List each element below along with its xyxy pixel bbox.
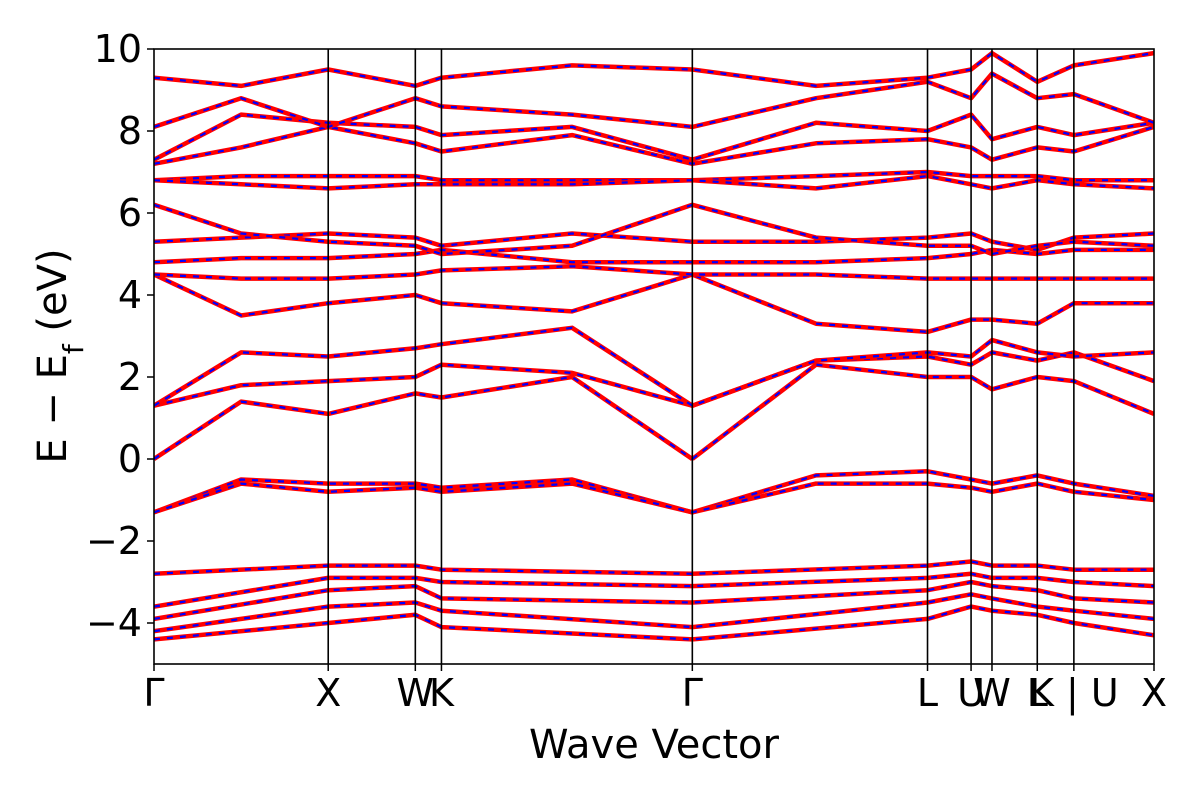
band-dash-2 xyxy=(154,580,1154,620)
band-dash-20 xyxy=(154,72,1154,129)
y-tick-label: 6 xyxy=(118,191,142,235)
band-line-14 xyxy=(154,231,1154,253)
band-dash-6 xyxy=(154,482,1154,514)
y-tick-label: 10 xyxy=(94,27,142,71)
plot-frame xyxy=(153,48,1155,665)
x-tick-label: W xyxy=(973,671,1011,715)
band-lines xyxy=(154,50,1154,642)
x-tick-label: L xyxy=(917,671,938,715)
band-line-7 xyxy=(154,374,694,461)
y-axis-label-unit: (eV) xyxy=(30,248,76,344)
band-dash-13 xyxy=(154,248,1154,264)
x-tick-label: X xyxy=(1141,671,1167,715)
band-line-10 xyxy=(154,325,1154,408)
y-tick-label: 2 xyxy=(118,355,142,399)
x-axis-label: Wave Vector xyxy=(529,722,780,768)
x-tick-label: W xyxy=(397,671,435,715)
band-line-6 xyxy=(154,481,1154,515)
band-line-12 xyxy=(154,264,1154,281)
band-dash-16 xyxy=(154,170,1154,182)
y-tick-label: 0 xyxy=(118,437,142,481)
band-dash-11 xyxy=(154,273,1154,334)
band-line-18 xyxy=(154,124,1154,167)
y-axis-label-main: E − E xyxy=(30,354,76,464)
band-dash-7 xyxy=(154,375,693,460)
band-dash-15 xyxy=(154,203,1154,256)
y-axis-ticks: −4 −2 0 2 4 6 8 10 xyxy=(86,27,154,645)
x-tick-label: Γ xyxy=(143,671,164,715)
y-axis-label: E − Ef (eV) xyxy=(30,248,90,463)
y-axis-label-sub: f xyxy=(57,343,90,354)
band-dash-5 xyxy=(154,470,1154,514)
y-tick-label: −2 xyxy=(86,519,142,563)
y-tick-label: −4 xyxy=(86,601,142,645)
y-tick-label: 4 xyxy=(118,273,142,317)
band-dash-8 xyxy=(691,363,1154,460)
band-dash-12 xyxy=(154,265,1154,280)
band-dash-17 xyxy=(154,174,1154,190)
x-tick-label: K | U xyxy=(1029,671,1119,716)
y-tick-label: 8 xyxy=(118,109,142,153)
band-dash-3 xyxy=(154,572,1154,608)
band-line-11 xyxy=(154,272,1154,335)
x-tick-label: K xyxy=(429,671,455,715)
band-line-21 xyxy=(154,50,1154,89)
band-dash-14 xyxy=(154,232,1154,252)
x-tick-label: U xyxy=(957,671,985,715)
band-dash-1 xyxy=(154,593,1154,633)
band-line-4 xyxy=(154,559,1154,577)
x-tick-label: X xyxy=(315,671,341,715)
band-line-15 xyxy=(154,202,1154,257)
kpath-vertical-lines xyxy=(327,49,1075,664)
x-tick-label: L xyxy=(1027,671,1048,715)
x-tick-label: Γ xyxy=(682,671,703,715)
band-dash-18 xyxy=(154,125,1154,165)
